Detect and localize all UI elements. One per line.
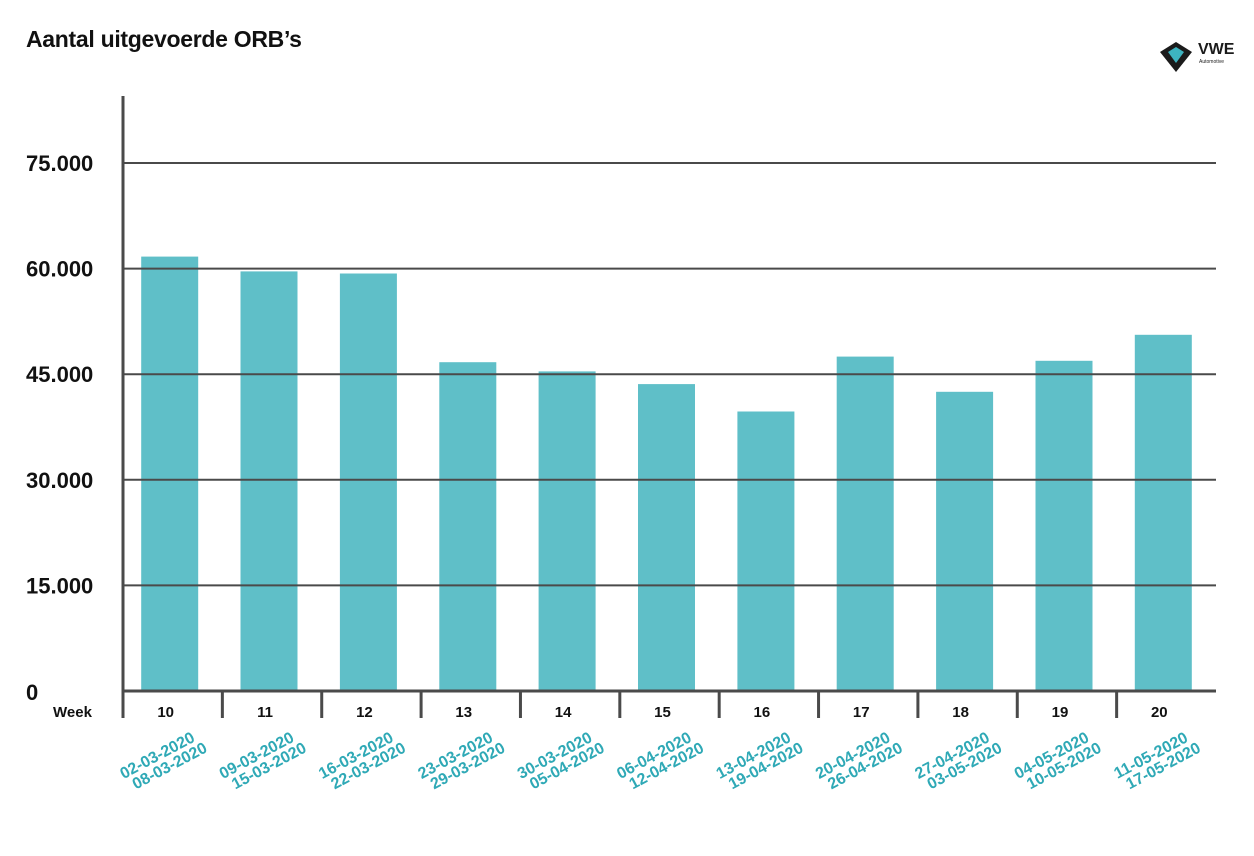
bar-week-12 bbox=[339, 273, 397, 691]
bar-week-11 bbox=[240, 271, 298, 691]
y-tick-label: 45.000 bbox=[26, 362, 93, 387]
y-tick-label: 0 bbox=[26, 680, 38, 705]
bar-week-15 bbox=[638, 384, 695, 691]
y-tick-label: 60.000 bbox=[26, 257, 93, 282]
x-tick-label-week-18: 18 bbox=[952, 704, 969, 721]
bar-week-19 bbox=[1035, 360, 1093, 691]
bar-week-18 bbox=[936, 391, 994, 691]
bar-week-17 bbox=[836, 356, 894, 691]
x-tick-label-week-16: 16 bbox=[754, 704, 771, 721]
bar-week-16 bbox=[737, 411, 795, 691]
vwe-logo: VWE Automotive bbox=[1158, 36, 1244, 76]
bar-week-10 bbox=[141, 256, 199, 691]
vwe-logo-icon bbox=[1160, 42, 1192, 72]
x-tick-label-week-15: 15 bbox=[654, 704, 671, 721]
x-tick-label-week-20: 20 bbox=[1151, 704, 1168, 721]
bar-week-14 bbox=[538, 371, 596, 691]
vwe-logo-subtext: Automotive bbox=[1199, 59, 1224, 65]
x-tick-label-week-17: 17 bbox=[853, 704, 870, 721]
chart-title: Aantal uitgevoerde ORB’s bbox=[26, 26, 302, 52]
x-tick-label-week-13: 13 bbox=[455, 704, 472, 721]
y-tick-label: 15.000 bbox=[26, 573, 93, 598]
x-tick-label-week-19: 19 bbox=[1052, 704, 1069, 721]
x-tick-label-week-12: 12 bbox=[356, 704, 373, 721]
x-tick-label-week-11: 11 bbox=[257, 704, 273, 721]
bar-week-20 bbox=[1134, 334, 1192, 691]
y-tick-label: 75.000 bbox=[26, 151, 93, 176]
y-tick-label: 30.000 bbox=[26, 468, 93, 493]
bar-week-13 bbox=[439, 362, 497, 691]
vwe-logo-text: VWE bbox=[1198, 41, 1235, 58]
x-tick-label-week-14: 14 bbox=[555, 704, 572, 721]
x-axis-label: Week bbox=[53, 704, 93, 721]
x-tick-label-week-10: 10 bbox=[157, 704, 174, 721]
